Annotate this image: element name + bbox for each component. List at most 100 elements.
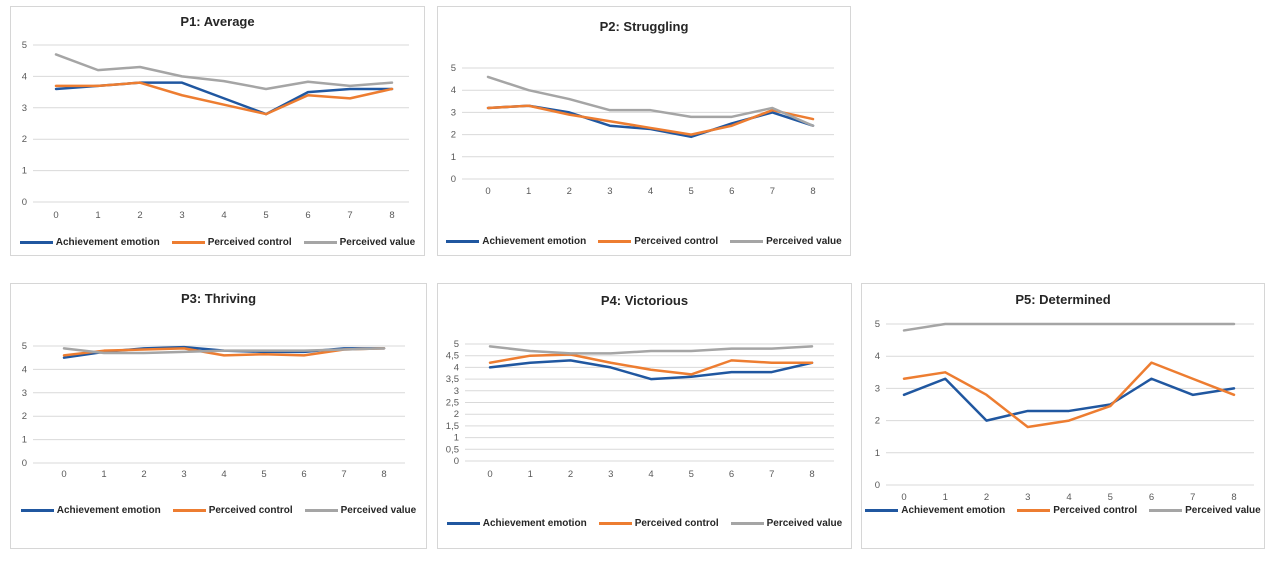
y-tick-label: 3 [454, 386, 459, 397]
chart-legend-p4: Achievement emotion Perceived control Perc… [438, 518, 851, 529]
series-line-perceived-control [486, 104, 815, 136]
x-tick-label: 5 [1108, 492, 1113, 503]
legend-line-swatch [730, 522, 764, 525]
legend-item-perceived-value: Perceived value [303, 237, 415, 248]
y-tick-label: 4 [454, 362, 459, 373]
x-tick-label: 5 [263, 210, 268, 221]
series-line-perceived-control [902, 361, 1236, 429]
y-tick-label: 1,5 [446, 421, 459, 432]
series-line-perceived-value [488, 345, 814, 355]
chart-title-p5: P5: Determined [1015, 292, 1111, 307]
y-tick-label: 5 [454, 339, 459, 350]
x-tick-label: 0 [485, 186, 490, 197]
legend-item-perceived-control: Perceived control [171, 237, 292, 248]
y-tick-label: 3 [22, 388, 27, 399]
x-tick-label: 0 [61, 469, 66, 480]
x-tick-label: 1 [101, 469, 106, 480]
x-tick-label: 5 [689, 469, 694, 480]
y-tick-label: 0 [22, 458, 27, 469]
legend-label: Perceived value [766, 518, 843, 529]
legend-line-swatch [303, 241, 337, 244]
x-tick-label: 4 [648, 186, 653, 197]
chart-title-p2: P2: Struggling [599, 19, 689, 34]
y-tick-label: 1 [22, 435, 27, 446]
y-tick-label: 4 [22, 71, 27, 82]
x-tick-label: 7 [770, 186, 775, 197]
legend-label: Achievement emotion [482, 236, 587, 247]
x-tick-label: 0 [487, 469, 492, 480]
x-tick-label: 2 [568, 469, 573, 480]
chart-panel-p4: P4: Victorious 0 0,5 1 1,5 2 2,5 3 3,5 4 4,5 5 0 1 2 3… [437, 283, 852, 549]
y-tick-label: 5 [875, 319, 880, 330]
series-line-perceived-value [902, 322, 1236, 332]
y-tick-label: 4 [451, 85, 456, 96]
legend-item-achievement-emotion: Achievement emotion [865, 505, 1005, 516]
chart-panel-p2: P2: Struggling 0 1 2 3 4 5 0 1 2 3 4 5 6 7 8 Achieveme… [437, 6, 851, 256]
legend-label: Perceived control [207, 237, 292, 248]
legend-label: Perceived control [634, 518, 719, 529]
chart-panel-p5: P5: Determined 0 1 2 3 4 5 0 1 2 3 4 5 6 7 8 Achieveme… [861, 283, 1265, 549]
legend-label: Perceived value [766, 236, 842, 247]
x-tick-label: 8 [810, 186, 815, 197]
x-tick-label: 1 [528, 469, 533, 480]
x-tick-label: 3 [181, 469, 186, 480]
series-line-perceived-control [62, 347, 386, 357]
y-tick-label: 4 [875, 351, 880, 362]
x-tick-label: 3 [608, 469, 613, 480]
x-tick-label: 1 [526, 186, 531, 197]
x-tick-label: 4 [648, 469, 653, 480]
x-tick-label: 7 [1190, 492, 1195, 503]
legend-line-swatch [172, 509, 206, 512]
x-tick-label: 2 [984, 492, 989, 503]
x-tick-label: 7 [347, 210, 352, 221]
legend-line-swatch [19, 241, 53, 244]
legend-label: Perceived value [340, 505, 417, 516]
legend-line-swatch [304, 509, 338, 512]
legend-line-swatch [1149, 509, 1183, 512]
legend-line-swatch [730, 240, 764, 243]
y-tick-label: 4 [22, 364, 27, 375]
x-tick-label: 6 [729, 469, 734, 480]
x-tick-label: 4 [221, 210, 226, 221]
x-tick-label: 7 [341, 469, 346, 480]
y-tick-label: 5 [22, 341, 27, 352]
legend-line-swatch [598, 240, 632, 243]
legend-item-perceived-value: Perceived value [730, 518, 843, 529]
legend-item-perceived-control: Perceived control [172, 505, 293, 516]
x-tick-label: 6 [729, 186, 734, 197]
y-tick-label: 1 [22, 166, 27, 177]
series-line-perceived-value [54, 53, 394, 91]
chart-title-p4: P4: Victorious [600, 293, 689, 308]
series-line-perceived-control [54, 81, 394, 116]
chart-plot-p5: 0 1 2 3 4 5 0 1 2 3 4 5 6 7 8 [875, 319, 1254, 503]
legend-label: Achievement emotion [482, 518, 587, 529]
legend-line-swatch [446, 522, 480, 525]
legend-line-swatch [865, 509, 899, 512]
legend-label: Perceived control [1053, 505, 1138, 516]
legend-item-perceived-control: Perceived control [598, 518, 719, 529]
y-tick-label: 2 [22, 134, 27, 145]
chart-plot-p2: 0 1 2 3 4 5 0 1 2 3 4 5 6 7 8 [451, 63, 834, 197]
chart-title-p3: P3: Thriving [180, 291, 257, 306]
chart-title-p1: P1: Average [180, 14, 255, 29]
series-line-perceived-value [62, 347, 386, 355]
y-tick-label: 0 [454, 456, 459, 467]
chart-legend-p3: Achievement emotion Perceived control Perc… [11, 505, 426, 516]
y-tick-label: 5 [22, 40, 27, 51]
y-tick-label: 2 [22, 411, 27, 422]
x-tick-label: 2 [137, 210, 142, 221]
y-tick-label: 2 [875, 416, 880, 427]
legend-line-swatch [598, 522, 632, 525]
x-tick-label: 1 [95, 210, 100, 221]
y-tick-label: 5 [451, 63, 456, 74]
x-tick-label: 5 [261, 469, 266, 480]
legend-item-achievement-emotion: Achievement emotion [446, 236, 586, 247]
x-tick-label: 3 [607, 186, 612, 197]
x-tick-label: 2 [141, 469, 146, 480]
x-tick-label: 3 [179, 210, 184, 221]
y-tick-label: 4,5 [446, 351, 459, 362]
y-tick-label: 0 [875, 480, 880, 491]
series-line-perceived-value [486, 75, 815, 127]
x-tick-label: 1 [943, 492, 948, 503]
y-tick-label: 0 [22, 197, 27, 208]
